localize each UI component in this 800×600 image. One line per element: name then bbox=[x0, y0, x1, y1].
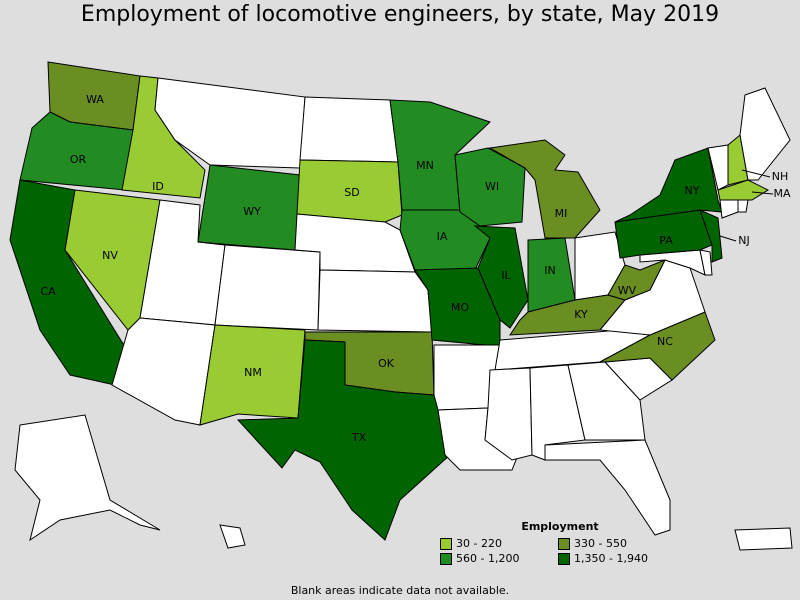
legend-item: 30 - 220 bbox=[440, 537, 558, 550]
nj-leader-line bbox=[719, 235, 737, 242]
state-label-mi: MI bbox=[555, 207, 568, 220]
state-me[interactable] bbox=[739, 87, 791, 181]
legend-swatch bbox=[558, 552, 570, 565]
legend-swatch bbox=[558, 537, 570, 550]
state-label-wa: WA bbox=[86, 93, 104, 106]
state-fl[interactable] bbox=[544, 439, 671, 536]
state-label-nv: NV bbox=[102, 249, 118, 262]
legend-item: 1,350 - 1,940 bbox=[558, 552, 676, 565]
state-label-nj: NJ bbox=[738, 234, 749, 247]
state-label-mn: MN bbox=[416, 159, 434, 172]
legend: Employment 30 - 220 330 - 550 560 - 1,20… bbox=[440, 520, 680, 565]
state-de[interactable] bbox=[699, 249, 713, 276]
state-label-wi: WI bbox=[485, 180, 499, 193]
state-ri[interactable] bbox=[737, 199, 749, 213]
state-label-ma: MA bbox=[773, 187, 790, 200]
state-ak[interactable] bbox=[14, 414, 161, 542]
state-label-ok: OK bbox=[378, 357, 395, 370]
state-label-pa: PA bbox=[659, 234, 673, 247]
map-title: Employment of locomotive engineers, by s… bbox=[80, 2, 720, 27]
legend-swatch bbox=[440, 537, 452, 550]
state-label-nc: NC bbox=[657, 335, 673, 348]
state-ks[interactable] bbox=[317, 269, 433, 333]
legend-label: 30 - 220 bbox=[456, 537, 502, 550]
state-ct[interactable] bbox=[719, 199, 739, 219]
state-il[interactable] bbox=[473, 225, 529, 329]
state-label-nm: NM bbox=[244, 366, 262, 379]
footnote: Blank areas indicate data not available. bbox=[290, 584, 510, 597]
ma-leader-line bbox=[751, 191, 774, 195]
state-mi[interactable] bbox=[488, 139, 601, 239]
state-label-in: IN bbox=[544, 264, 555, 277]
state-ma[interactable] bbox=[717, 179, 770, 201]
state-pr[interactable] bbox=[734, 527, 793, 551]
state-label-ky: KY bbox=[574, 308, 588, 321]
state-label-ia: IA bbox=[437, 230, 448, 243]
state-tx[interactable] bbox=[236, 339, 451, 541]
state-label-ca: CA bbox=[40, 285, 56, 298]
state-sd[interactable] bbox=[296, 159, 403, 223]
state-ny[interactable] bbox=[614, 147, 723, 223]
state-wi[interactable] bbox=[454, 147, 526, 227]
state-label-nh: NH bbox=[772, 170, 789, 183]
legend-label: 330 - 550 bbox=[574, 537, 627, 550]
state-label-or: OR bbox=[70, 153, 87, 166]
legend-swatch bbox=[440, 552, 452, 565]
legend-label: 560 - 1,200 bbox=[456, 552, 520, 565]
state-label-tx: TX bbox=[351, 431, 367, 444]
state-label-il: IL bbox=[501, 269, 511, 282]
state-az[interactable] bbox=[111, 317, 216, 426]
state-nj[interactable] bbox=[699, 209, 723, 263]
state-label-wy: WY bbox=[243, 205, 261, 218]
state-hi[interactable] bbox=[219, 524, 246, 549]
state-label-ny: NY bbox=[685, 184, 700, 197]
legend-label: 1,350 - 1,940 bbox=[574, 552, 648, 565]
state-ga[interactable] bbox=[567, 361, 646, 441]
state-label-id: ID bbox=[152, 180, 164, 193]
state-co[interactable] bbox=[214, 244, 321, 331]
legend-title: Employment bbox=[521, 520, 599, 533]
nh-leader-line bbox=[741, 169, 771, 178]
state-nd[interactable] bbox=[299, 96, 399, 163]
state-label-mo: MO bbox=[451, 301, 469, 314]
state-nm[interactable] bbox=[199, 324, 306, 426]
state-label-sd: SD bbox=[344, 186, 359, 199]
state-label-wv: WV bbox=[618, 284, 637, 297]
legend-item: 560 - 1,200 bbox=[440, 552, 558, 565]
legend-item: 330 - 550 bbox=[558, 537, 676, 550]
